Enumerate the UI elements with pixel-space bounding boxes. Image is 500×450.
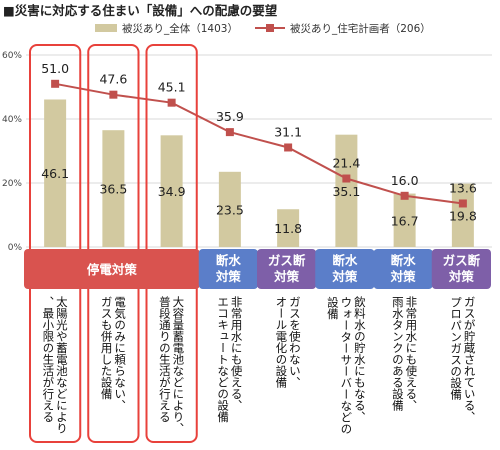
line-marker xyxy=(458,199,467,208)
bar-value-label: 23.5 xyxy=(216,202,244,217)
bar xyxy=(335,134,358,247)
category-badge-label: 停電対策 xyxy=(87,262,138,277)
highlights xyxy=(29,44,198,443)
line-marker xyxy=(400,191,409,200)
line-value-label: 16.0 xyxy=(391,173,419,188)
bar-value-label: 36.5 xyxy=(99,182,127,197)
line-marker xyxy=(51,79,60,88)
bar-value-label: 11.8 xyxy=(274,221,302,236)
category-badge-label: ガス断対策 xyxy=(268,253,306,284)
line-value-label: 21.4 xyxy=(332,156,360,171)
category-description: 太陽光や蓄電池などにより、最小限の生活が行える xyxy=(41,296,69,434)
bar-value-label: 35.1 xyxy=(332,184,360,199)
category-badge-label: 断水対策 xyxy=(331,253,358,284)
category-description: ガスを使わない、オール電化の設備 xyxy=(274,296,302,389)
bar-value-label: 34.9 xyxy=(158,184,186,199)
category-badge xyxy=(431,249,491,289)
legend: 被災あり_全体（1403） 被災あり_住宅計画者（206） xyxy=(95,22,431,35)
category-descriptions: 太陽光や蓄電池などにより、最小限の生活が行える 電気のみに頼らない、ガスも併用した… xyxy=(41,295,476,434)
category-description: 電気のみに頼らない、ガスも併用した設備 xyxy=(100,296,128,411)
category-badge xyxy=(373,249,433,289)
category-description: 大容量蓄電池などにより、普段通りの生活が行える xyxy=(158,295,186,434)
bar xyxy=(160,135,183,247)
line-series: 51.0 47.6 45.1 35.9 31.1 21.4 16.0 13.6 xyxy=(41,61,477,208)
line-value-label: 13.6 xyxy=(449,180,477,195)
line-marker xyxy=(342,174,351,183)
line-marker xyxy=(284,143,293,152)
line-value-label: 45.1 xyxy=(158,80,186,95)
bar-value-label: 16.7 xyxy=(391,213,419,228)
y-tick-label: 20% xyxy=(2,179,22,189)
y-tick-label: 40% xyxy=(2,115,22,125)
category-description: ガスが貯蔵されている、プロパンガスの設備 xyxy=(449,296,477,423)
highlight-box xyxy=(145,44,198,443)
category-description: 非常用水にも使える、エコキュートなどの設備 xyxy=(216,296,244,423)
bar-value-label: 19.8 xyxy=(449,208,477,223)
category-description: 非常用水にも使える、雨水タンクのある設備 xyxy=(391,296,419,412)
category-badge-label: 断水対策 xyxy=(390,253,417,284)
category-description: 飲料水の貯水にもなる、ウォーターサーバーなどの設備 xyxy=(326,295,367,434)
line-marker xyxy=(225,128,234,137)
category-badge-label: 断水対策 xyxy=(215,253,242,284)
line-value-label: 31.1 xyxy=(274,124,302,139)
category-badge xyxy=(315,249,375,289)
bar xyxy=(277,209,300,247)
chart-title: ■災害に対応する住まい「設備」への配慮の要望 xyxy=(3,3,278,18)
legend-swatch-bar xyxy=(95,24,117,32)
bar-value-label: 46.1 xyxy=(41,166,69,181)
legend-label-bar: 被災あり_全体（1403） xyxy=(122,22,238,35)
line-value-label: 51.0 xyxy=(41,61,69,76)
y-tick-label: 60% xyxy=(2,51,22,61)
highlight-box xyxy=(29,44,82,443)
bar xyxy=(218,171,241,247)
highlight-box xyxy=(87,44,140,443)
bar xyxy=(102,130,125,247)
category-badge xyxy=(198,249,258,289)
category-badge xyxy=(257,249,317,289)
line-value-label: 35.9 xyxy=(216,109,244,124)
category-badge-label: ガス断対策 xyxy=(443,253,481,284)
bar xyxy=(393,193,416,247)
bar xyxy=(44,99,67,247)
bars: 46.1 36.5 34.9 23.5 11.8 35.1 16.7 19.8 xyxy=(41,99,477,247)
y-tick-label: 0% xyxy=(8,243,23,253)
line-marker xyxy=(167,98,176,107)
legend-label-line: 被災あり_住宅計画者（206） xyxy=(290,22,431,35)
category-badge xyxy=(24,249,200,289)
line-value-label: 47.6 xyxy=(99,72,127,87)
bar xyxy=(451,183,474,247)
line-path xyxy=(54,82,464,205)
line-marker xyxy=(109,90,118,99)
legend-marker xyxy=(266,24,274,32)
